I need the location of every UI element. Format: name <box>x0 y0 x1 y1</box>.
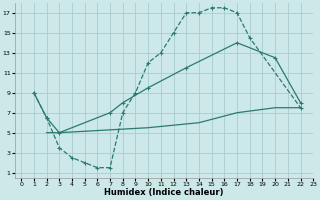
X-axis label: Humidex (Indice chaleur): Humidex (Indice chaleur) <box>104 188 224 197</box>
